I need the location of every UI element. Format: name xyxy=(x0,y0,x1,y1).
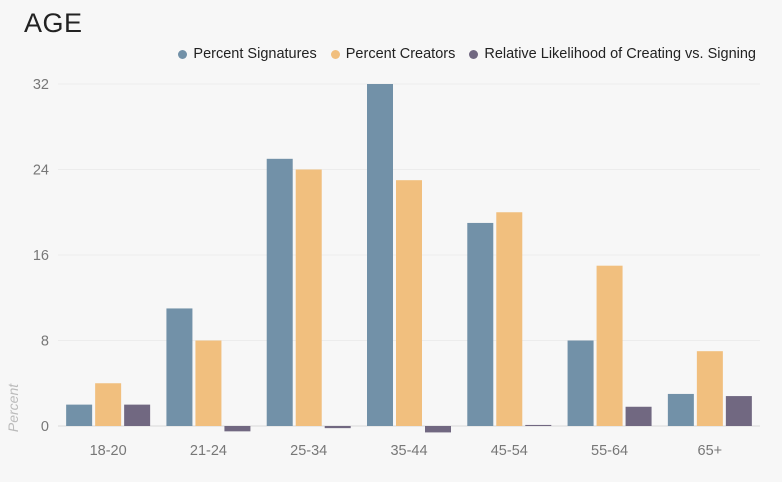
bar-creators xyxy=(396,180,422,426)
bar-likelihood xyxy=(725,396,752,426)
bar-signatures xyxy=(166,308,193,426)
bar-signatures xyxy=(567,340,594,426)
bar-likelihood xyxy=(525,424,552,426)
legend-swatch-likelihood xyxy=(469,49,479,59)
bar-creators xyxy=(696,351,723,426)
legend: Percent Signatures Percent Creators Rela… xyxy=(178,46,756,62)
bar-signatures xyxy=(367,84,393,426)
x-tick-label: 55-64 xyxy=(591,443,628,459)
bar-creators xyxy=(95,383,122,426)
legend-item-creators[interactable]: Percent Creators xyxy=(330,46,456,62)
legend-label-creators: Percent Creators xyxy=(345,46,456,62)
y-axis-title: Percent xyxy=(5,383,21,432)
bar-creators xyxy=(496,212,523,426)
bar-signatures xyxy=(266,158,293,426)
chart-title: AGE xyxy=(24,8,83,38)
x-tick-label: 18-20 xyxy=(90,443,127,459)
legend-label-likelihood: Relative Likelihood of Creating vs. Sign… xyxy=(484,46,756,62)
x-tick-label: 45-54 xyxy=(491,443,528,459)
x-tick-label: 65+ xyxy=(698,443,723,459)
bar-signatures xyxy=(667,393,694,426)
bar-likelihood xyxy=(124,404,151,426)
bar-signatures xyxy=(66,404,93,426)
bar-creators xyxy=(596,265,623,426)
bar-creators xyxy=(295,169,322,426)
bar-likelihood xyxy=(324,426,351,429)
y-tick-label: 24 xyxy=(33,163,49,179)
bar-creators xyxy=(195,340,222,426)
y-tick-label: 32 xyxy=(33,77,49,93)
bar-signatures xyxy=(467,222,494,426)
bar-likelihood xyxy=(224,426,251,432)
legend-swatch-creators xyxy=(330,49,340,59)
x-tick-label: 35-44 xyxy=(390,443,427,459)
x-tick-label: 21-24 xyxy=(190,443,227,459)
y-tick-label: 8 xyxy=(41,334,49,350)
y-tick-label: 0 xyxy=(41,419,49,435)
bar-likelihood xyxy=(425,426,451,433)
legend-item-signatures[interactable]: Percent Signatures xyxy=(178,46,317,62)
legend-label-signatures: Percent Signatures xyxy=(193,46,317,62)
legend-item-likelihood[interactable]: Relative Likelihood of Creating vs. Sign… xyxy=(469,46,756,62)
x-tick-label: 25-34 xyxy=(290,443,327,459)
legend-swatch-signatures xyxy=(178,49,188,59)
bar-likelihood xyxy=(625,406,652,426)
y-tick-label: 16 xyxy=(33,248,49,264)
